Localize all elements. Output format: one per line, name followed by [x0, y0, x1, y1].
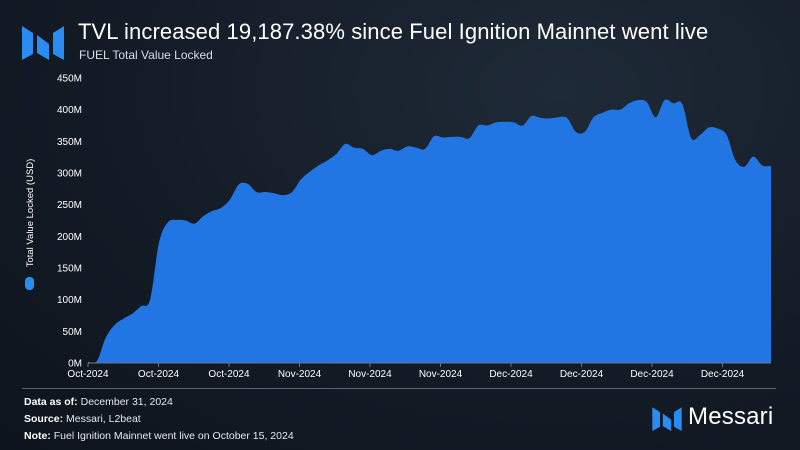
x-tick-label: Nov-2024: [348, 369, 392, 380]
tvl-area-series: [88, 99, 771, 364]
y-tick-label: 0M: [68, 359, 82, 370]
source-line: Source: Messari, L2beat: [24, 413, 141, 425]
x-tick-label: Dec-2024: [630, 369, 674, 380]
chart-title: TVL increased 19,187.38% since Fuel Igni…: [78, 19, 709, 44]
y-axis-label-group: Total Value Locked (USD): [25, 159, 36, 290]
y-tick-label: 400M: [57, 105, 82, 116]
x-tick-label: Oct-2024: [67, 369, 109, 380]
x-tick-label: Oct-2024: [208, 369, 250, 380]
y-tick-label: 300M: [57, 169, 82, 180]
note-line: Note: Fuel Ignition Mainnet went live on…: [24, 430, 294, 442]
y-tick-label: 150M: [57, 264, 82, 275]
x-tick-label: Dec-2024: [489, 369, 533, 380]
y-tick-label: 50M: [63, 327, 82, 338]
tvl-area-chart: 0M 50M 100M 150M 200M 250M 300M 350M 400M 450M Oc…: [25, 74, 771, 380]
x-tick-label: Dec-2024: [701, 369, 745, 380]
y-tick-label: 250M: [57, 200, 82, 211]
x-axis-ticks: Oct-2024 Oct-2024 Oct-2024 Nov-2024 Nov-2024…: [67, 363, 745, 380]
x-tick-label: Nov-2024: [278, 369, 322, 380]
legend-marker-icon: [25, 277, 34, 290]
data-as-of-line: Data as of: December 31, 2024: [24, 396, 173, 408]
x-tick-label: Dec-2024: [560, 369, 604, 380]
y-tick-label: 200M: [57, 232, 82, 243]
y-tick-label: 450M: [57, 74, 82, 85]
y-axis-ticks: 0M 50M 100M 150M 200M 250M 300M 350M 400M 450M: [57, 74, 82, 370]
y-axis-label: Total Value Locked (USD): [25, 159, 36, 268]
brand-logo: Messari: [652, 403, 773, 431]
brand-name: Messari: [688, 403, 774, 430]
footer-divider: [22, 388, 776, 389]
x-tick-label: Oct-2024: [138, 369, 180, 380]
messari-logo-icon: [652, 407, 682, 431]
chart-subtitle: FUEL Total Value Locked: [79, 48, 213, 62]
messari-logo-icon: [22, 26, 64, 60]
y-tick-label: 100M: [57, 295, 82, 306]
x-tick-label: Nov-2024: [419, 369, 463, 380]
y-tick-label: 350M: [57, 137, 82, 148]
